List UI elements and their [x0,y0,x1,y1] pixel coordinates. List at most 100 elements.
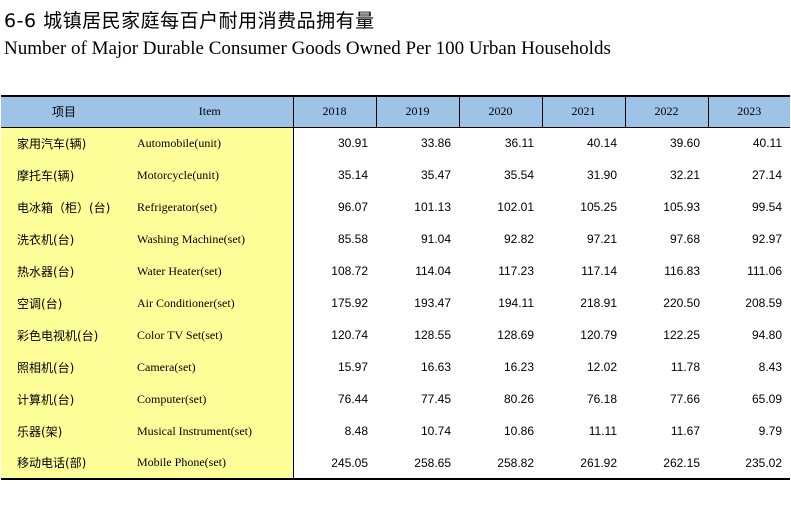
header-item-cn: 项目 [1,95,127,128]
value-cell: 114.04 [415,264,451,278]
table-row: 空调(台) Air Conditioner(set) 175.92 193.47 194… [1,287,790,319]
value-cell: 80.26 [503,392,534,406]
header-year: 2021 [541,95,625,128]
value-cell: 94.80 [751,328,782,342]
value-cell: 16.23 [503,360,534,374]
item-name-cn: 空调(台) [1,287,127,319]
value-cell: 40.14 [586,136,617,151]
value-cell: 208.59 [745,296,782,310]
item-name-en: Camera(set) [127,351,294,383]
value-cell: 175.92 [331,296,368,310]
table-row: 热水器(台) Water Heater(set) 108.72 114.04 117.2… [1,255,790,287]
value-cell: 36.11 [504,136,534,151]
value-cell: 16.63 [420,360,451,374]
value-cell: 12.02 [586,360,617,374]
value-cell: 35.54 [503,168,534,182]
header-item-en: Item [127,95,293,128]
durable-goods-table: 项目 Item 2018 2019 2020 2021 2022 2023 家用… [1,95,790,480]
item-name-cn: 计算机(台) [1,383,127,415]
item-name-cn: 家用汽车(辆) [1,127,127,159]
header-year: 2019 [375,95,459,128]
value-cell: 97.21 [586,232,617,246]
item-name-en: Air Conditioner(set) [127,287,294,319]
table-row: 家用汽车(辆) Automobile(unit) 30.91 33.86 36.11 40… [1,127,790,159]
value-cell: 32.21 [669,168,700,182]
page-title-chinese: 6-6 城镇居民家庭每百户耐用消费品拥有量 [4,10,375,32]
value-cell: 85.58 [337,232,368,246]
value-cell: 120.74 [331,328,368,342]
value-cell: 76.18 [586,392,617,406]
value-cell: 120.79 [580,328,617,342]
value-cell: 262.15 [625,447,708,480]
value-cell: 194.11 [498,296,534,310]
header-year: 2023 [707,95,790,128]
value-cell: 15.97 [337,360,368,374]
item-name-en: Color TV Set(set) [127,319,294,351]
value-cell: 8.43 [758,360,782,374]
value-cell: 111.06 [747,264,782,278]
table-row: 洗衣机(台) Washing Machine(set) 85.58 91.04 92.8… [1,223,790,255]
value-cell: 65.09 [751,392,782,406]
value-cell: 10.74 [420,424,451,438]
table-row: 电冰箱（柜）(台) Refrigerator(set) 96.07 101.13 102… [1,191,790,223]
item-name-cn: 摩托车(辆) [1,159,127,191]
value-cell: 92.97 [751,232,782,246]
header-year: 2020 [458,95,542,128]
value-cell: 76.44 [337,392,368,406]
value-cell: 108.72 [331,264,368,278]
item-name-en: Washing Machine(set) [127,223,294,255]
value-cell: 97.68 [669,232,700,246]
table-row: 彩色电视机(台) Color TV Set(set) 120.74 128.55 128… [1,319,790,351]
item-name-cn: 照相机(台) [1,351,127,383]
value-cell: 116.83 [664,264,700,278]
value-cell: 35.47 [420,168,451,182]
item-name-en: Mobile Phone(set) [127,447,294,480]
value-cell: 92.82 [503,232,534,246]
item-name-en: Water Heater(set) [127,255,294,287]
item-name-cn: 热水器(台) [1,255,127,287]
value-cell: 261.92 [542,447,625,480]
page-title-english: Number of Major Durable Consumer Goods O… [4,38,611,59]
item-name-cn: 彩色电视机(台) [1,319,127,351]
value-cell: 218.91 [580,296,617,310]
value-cell: 117.23 [498,264,534,278]
value-cell: 11.67 [670,424,700,438]
value-cell: 105.25 [580,200,617,214]
value-cell: 31.90 [586,168,617,182]
value-cell: 8.48 [344,424,368,438]
value-cell: 40.11 [752,136,782,151]
table-row: 摩托车(辆) Motorcycle(unit) 35.14 35.47 35.54 31.… [1,159,790,191]
value-cell: 77.66 [669,392,700,406]
item-name-cn: 洗衣机(台) [1,223,127,255]
value-cell: 11.78 [670,360,700,374]
value-cell: 220.50 [663,296,700,310]
table-row: 照相机(台) Camera(set) 15.97 16.63 16.23 12.02 11.… [1,351,790,383]
value-cell: 39.60 [669,136,700,151]
value-cell: 11.11 [588,424,617,438]
value-cell: 128.55 [414,328,451,342]
item-name-cn: 移动电话(部) [1,447,127,480]
value-cell: 128.69 [497,328,534,342]
item-name-en: Musical Instrument(set) [127,415,294,447]
value-cell: 10.86 [503,424,534,438]
value-cell: 27.14 [751,168,782,182]
value-cell: 258.65 [376,447,459,480]
value-cell: 77.45 [420,392,451,406]
value-cell: 245.05 [293,447,376,480]
item-name-cn: 乐器(架) [1,415,127,447]
value-cell: 99.54 [751,200,782,214]
value-cell: 117.14 [581,264,617,278]
table-header-row: 项目 Item 2018 2019 2020 2021 2022 2023 [1,95,790,128]
value-cell: 35.14 [337,168,368,182]
value-cell: 122.25 [663,328,700,342]
item-name-cn: 电冰箱（柜）(台) [1,191,127,223]
value-cell: 235.02 [708,447,790,480]
item-name-en: Motorcycle(unit) [127,159,294,191]
header-year: 2018 [292,95,376,128]
value-cell: 105.93 [663,200,700,214]
value-cell: 102.01 [497,200,534,214]
value-cell: 193.47 [414,296,451,310]
item-name-en: Computer(set) [127,383,294,415]
value-cell: 96.07 [337,200,368,214]
value-cell: 101.13 [414,200,451,214]
